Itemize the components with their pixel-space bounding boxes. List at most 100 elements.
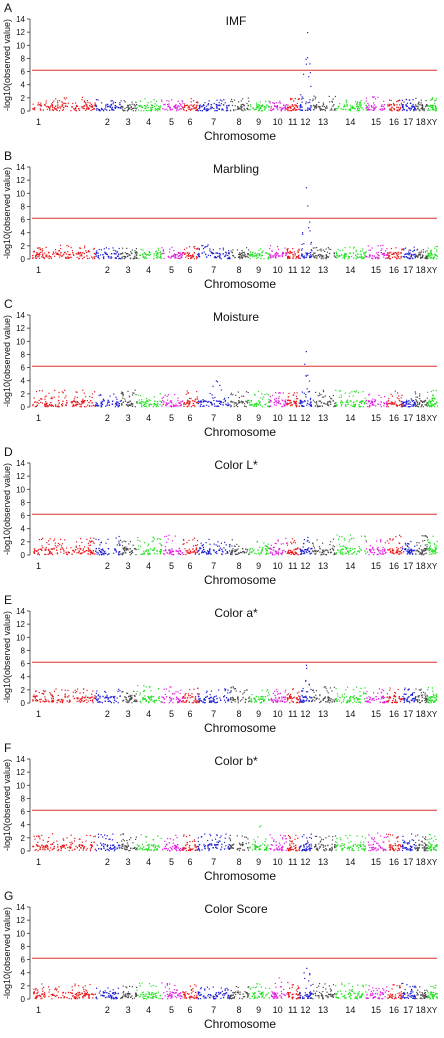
data-point [135, 549, 137, 551]
data-point [418, 253, 420, 255]
data-point [377, 96, 379, 98]
data-point [267, 253, 270, 255]
data-point [61, 105, 63, 108]
data-point [391, 403, 393, 405]
data-point [275, 397, 277, 400]
data-point [232, 401, 234, 403]
data-point [86, 255, 88, 257]
data-point [139, 540, 141, 542]
data-point [284, 247, 286, 249]
data-point [102, 254, 104, 256]
data-point [130, 106, 132, 108]
data-point [71, 405, 74, 407]
data-point [249, 550, 251, 552]
manhattan-panel-d: D Color L* -log10(observed value) 0 2 4 6 8 10 12… [0, 444, 444, 592]
data-point [244, 109, 246, 111]
data-point [106, 103, 108, 105]
data-point [201, 244, 203, 247]
data-point [327, 403, 329, 406]
data-point [123, 100, 125, 102]
data-point [260, 255, 262, 257]
data-point [76, 690, 78, 693]
data-point [186, 252, 188, 254]
data-point [415, 399, 417, 401]
data-point [196, 700, 198, 702]
data-point [98, 701, 101, 703]
data-point [394, 256, 396, 258]
data-point [216, 252, 219, 254]
data-point [316, 697, 318, 699]
data-point [92, 404, 95, 407]
data-point [84, 697, 86, 699]
data-point [263, 698, 265, 700]
data-point [67, 847, 69, 849]
chromosome-tick-label: 1 [36, 413, 41, 423]
data-point [412, 258, 414, 260]
data-point [363, 403, 366, 405]
data-point [429, 257, 431, 259]
data-point [356, 103, 358, 105]
data-point [47, 405, 49, 407]
data-point [60, 244, 62, 246]
data-point [233, 551, 235, 553]
data-point [250, 106, 252, 108]
data-point [177, 553, 179, 555]
data-point [430, 699, 433, 702]
data-point [150, 107, 152, 109]
data-point [90, 103, 93, 106]
data-point [343, 104, 346, 106]
data-point [408, 251, 410, 253]
data-point [207, 109, 209, 111]
data-point [81, 841, 83, 843]
data-point [295, 405, 297, 407]
data-point [134, 257, 136, 259]
data-point [296, 697, 298, 699]
data-point [49, 552, 51, 555]
data-point [155, 699, 158, 702]
data-point [45, 100, 47, 102]
data-point [309, 553, 311, 555]
data-point [155, 100, 158, 102]
data-point [44, 396, 46, 398]
data-point [278, 549, 280, 551]
data-point [346, 702, 348, 704]
data-point [281, 108, 283, 110]
data-point [298, 402, 300, 404]
data-point [236, 249, 238, 251]
data-point [102, 399, 104, 401]
data-point [210, 696, 212, 698]
data-point [291, 700, 293, 702]
data-point [262, 398, 264, 400]
data-point [321, 256, 323, 258]
data-point [273, 103, 276, 105]
data-point [70, 256, 72, 258]
data-point [127, 390, 129, 392]
data-point [366, 255, 368, 258]
data-point [373, 554, 375, 556]
data-point [103, 398, 105, 400]
data-point [335, 389, 337, 391]
data-point [188, 108, 190, 111]
data-point [335, 700, 338, 702]
data-point [100, 404, 102, 406]
data-point [326, 256, 329, 258]
data-point [356, 102, 358, 104]
data-point [368, 249, 370, 251]
data-point [174, 105, 176, 107]
data-point [319, 694, 321, 696]
data-point [79, 255, 81, 257]
data-point [296, 406, 298, 408]
data-point [124, 110, 126, 112]
data-point [422, 254, 424, 256]
data-point [307, 109, 309, 111]
data-point [98, 248, 100, 251]
data-point [99, 394, 101, 396]
data-point [34, 401, 36, 403]
data-point [205, 542, 207, 544]
data-point [292, 541, 295, 543]
data-point [204, 699, 206, 701]
data-point [264, 548, 267, 550]
data-point [324, 549, 326, 552]
data-point [116, 403, 118, 405]
chromosome-tick-label: 18 [416, 265, 426, 275]
